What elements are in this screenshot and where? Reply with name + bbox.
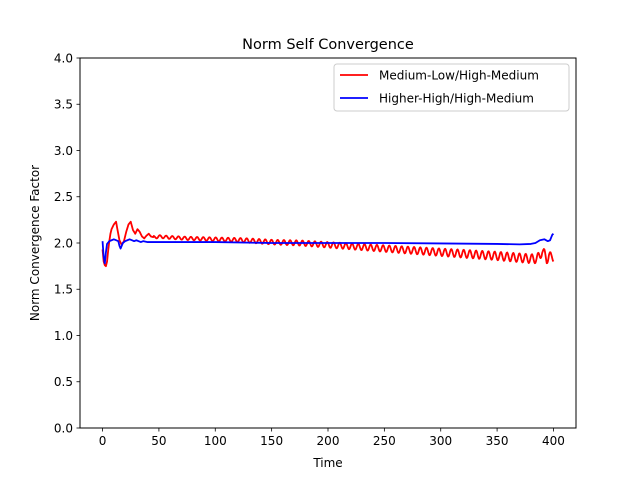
chart-title: Norm Self Convergence [242, 37, 414, 53]
x-axis: 0 50 100 150 200 250 300 350 400 [99, 428, 565, 448]
legend-label-medium-low-high-medium: Medium-Low/High-Medium [379, 69, 539, 83]
y-tick-label: 3.5 [54, 98, 73, 112]
legend: Medium-Low/High-Medium Higher-High/High-… [333, 63, 570, 112]
y-tick-label: 1.5 [54, 283, 73, 297]
y-tick-label: 2.0 [54, 236, 73, 250]
y-tick-label: 3.0 [54, 144, 73, 158]
x-tick-label: 400 [542, 434, 565, 448]
series-layer [101, 220, 555, 268]
x-tick-label: 350 [486, 434, 509, 448]
y-tick-label: 1.0 [54, 329, 73, 343]
x-tick-label: 250 [373, 434, 396, 448]
x-tick-label: 50 [151, 434, 166, 448]
x-tick-label: 100 [204, 434, 227, 448]
y-axis: 0.0 0.5 1.0 1.5 2.0 2.5 3.0 3.5 4.0 [54, 51, 80, 435]
y-axis-label: Norm Convergence Factor [28, 165, 42, 321]
series-line-higher-high-high-medium [101, 233, 555, 265]
y-tick-label: 0.0 [54, 421, 73, 435]
y-tick-label: 2.5 [54, 190, 73, 204]
y-tick-label: 0.5 [54, 375, 73, 389]
x-axis-label: Time [312, 456, 342, 470]
x-tick-label: 300 [429, 434, 452, 448]
y-tick-label: 4.0 [54, 51, 73, 65]
x-tick-label: 0 [99, 434, 107, 448]
x-tick-label: 150 [260, 434, 283, 448]
legend-frame [333, 63, 570, 112]
legend-label-higher-high-high-medium: Higher-High/High-Medium [379, 92, 534, 106]
x-tick-label: 200 [317, 434, 340, 448]
